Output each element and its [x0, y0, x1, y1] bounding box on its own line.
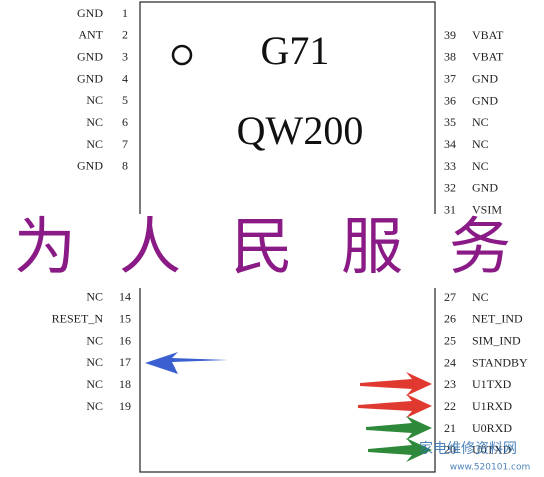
pin-name: NC [472, 115, 489, 129]
pin-name: NC [86, 137, 103, 151]
pin-name: SIM_IND [472, 334, 521, 348]
pin-number: 1 [122, 6, 128, 20]
pin-number: 21 [444, 421, 456, 435]
pin-name: U1RXD [472, 399, 512, 413]
pin-name: VSIM [472, 202, 502, 216]
pin-number: 36 [444, 93, 456, 107]
pin-number: 37 [444, 71, 456, 85]
banner-char: 民 [231, 210, 293, 283]
pin-name: GND [472, 181, 498, 195]
banner-char: 人 [119, 210, 181, 283]
pin-name: GND [77, 71, 103, 85]
pin-number: 26 [444, 312, 456, 326]
arrow-u0txd [368, 438, 432, 462]
pin-name: NC [86, 333, 103, 347]
arrow-u1txd [360, 372, 432, 396]
pin-name: ANT [78, 28, 103, 42]
pin-number: 20 [444, 443, 456, 457]
pin-number: 2 [122, 28, 128, 42]
pin-number: 15 [119, 312, 131, 326]
pin-number: 27 [444, 290, 456, 304]
watermark-url: www.520101.com [450, 463, 531, 473]
pin-number: 25 [444, 334, 456, 348]
banner: 为人民服务 [14, 210, 511, 283]
pin-name: VBAT [472, 28, 504, 42]
pin-name: GND [77, 6, 103, 20]
pin-name: NC [86, 290, 103, 304]
pin-number: 16 [119, 333, 131, 347]
pin-name: VBAT [472, 50, 504, 64]
pin-name: GND [77, 159, 103, 173]
pin-number: 24 [444, 355, 456, 369]
pin-number: 4 [122, 71, 128, 85]
pin-name: GND [472, 93, 498, 107]
pin-name: RESET_N [52, 312, 104, 326]
pin-name: GND [472, 71, 498, 85]
pin-name: NC [472, 137, 489, 151]
pin-name: U0RXD [472, 421, 512, 435]
pin-number: 32 [444, 181, 456, 195]
pin-number: 23 [444, 377, 456, 391]
pin-name: U0TXD [472, 443, 512, 457]
pin-number: 31 [444, 202, 456, 216]
pin-number: 22 [444, 399, 456, 413]
arrow-reset [145, 352, 228, 374]
banner-char: 为 [14, 210, 76, 283]
banner-char: 务 [449, 210, 511, 283]
chip-name: G71 [261, 28, 330, 73]
pin-number: 17 [119, 355, 131, 369]
pin-number: 7 [122, 137, 128, 151]
pin1-marker [171, 44, 193, 66]
pin-name: GND [77, 49, 103, 63]
pin-name: NET_IND [472, 312, 523, 326]
pin-number: 6 [122, 115, 128, 129]
pin-number: 39 [444, 28, 456, 42]
pin-number: 34 [444, 137, 456, 151]
chip-model: QW200 [237, 108, 364, 153]
banner-char: 服 [341, 210, 403, 283]
pin-name: NC [86, 355, 103, 369]
pin-number: 33 [444, 159, 456, 173]
pin-number: 8 [122, 159, 128, 173]
pin-name: NC [472, 290, 489, 304]
pin-name: STANDBY [472, 355, 528, 369]
pin-name: NC [472, 159, 489, 173]
pin-number: 14 [119, 290, 131, 304]
pin-name: NC [86, 399, 103, 413]
pin-number: 3 [122, 49, 128, 63]
pin-number: 18 [119, 377, 131, 391]
pin-number: 38 [444, 50, 456, 64]
pin-name: NC [86, 93, 103, 107]
pin-number: 35 [444, 115, 456, 129]
pin-name: NC [86, 115, 103, 129]
pin-number: 5 [122, 93, 128, 107]
watermark-site: 家电维修资料网 [419, 440, 517, 457]
arrow-u0rxd [366, 416, 432, 440]
pin-number: 19 [119, 399, 131, 413]
pin-name: NC [86, 377, 103, 391]
pin-name: U1TXD [472, 377, 512, 391]
arrow-u1rxd [358, 394, 432, 418]
banner-background [0, 214, 544, 288]
